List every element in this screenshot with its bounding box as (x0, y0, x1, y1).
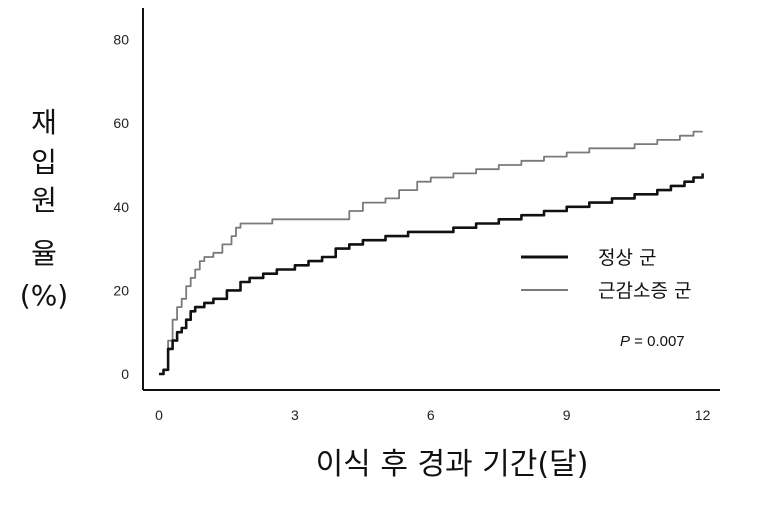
series-line-sarcopenia (159, 130, 703, 375)
y-axis-title-line-3: 원 (31, 184, 57, 217)
y-tick-label: 60 (113, 115, 129, 131)
x-tick-label: 3 (291, 407, 299, 423)
y-axis-title-line-5: (%) (20, 279, 68, 312)
legend-label-sarcopenia: 근감소증 군 (598, 280, 691, 302)
series-line-normal (159, 173, 704, 376)
y-axis-title-line-2: 입 (31, 146, 57, 179)
y-tick-labels: 0 20 40 60 80 (113, 32, 129, 382)
x-tick-labels: 0 3 6 9 12 (155, 407, 710, 423)
y-axis-title: 재 입 원 율 (%) (20, 106, 68, 312)
y-axis-title-line-4: 율 (31, 237, 57, 270)
x-axis-title: 이식 후 경과 기간(달) (316, 447, 589, 482)
x-tick-label: 12 (695, 407, 711, 423)
y-tick-label: 20 (113, 282, 129, 298)
x-tick-label: 0 (155, 407, 163, 423)
p-value-annotation: P = 0.007 (620, 333, 685, 350)
x-tick-label: 6 (427, 407, 435, 423)
y-tick-label: 0 (121, 366, 129, 382)
x-tick-label: 9 (563, 407, 571, 423)
p-value-letter: P (620, 333, 630, 350)
series-lines (159, 130, 704, 376)
y-tick-label: 80 (113, 32, 129, 48)
y-tick-label: 40 (113, 199, 129, 215)
legend: 정상 군 근감소증 군 (521, 247, 691, 302)
p-value-text: = 0.007 (630, 333, 685, 350)
y-axis-title-line-1: 재 (31, 106, 57, 139)
legend-label-normal: 정상 군 (598, 247, 656, 269)
